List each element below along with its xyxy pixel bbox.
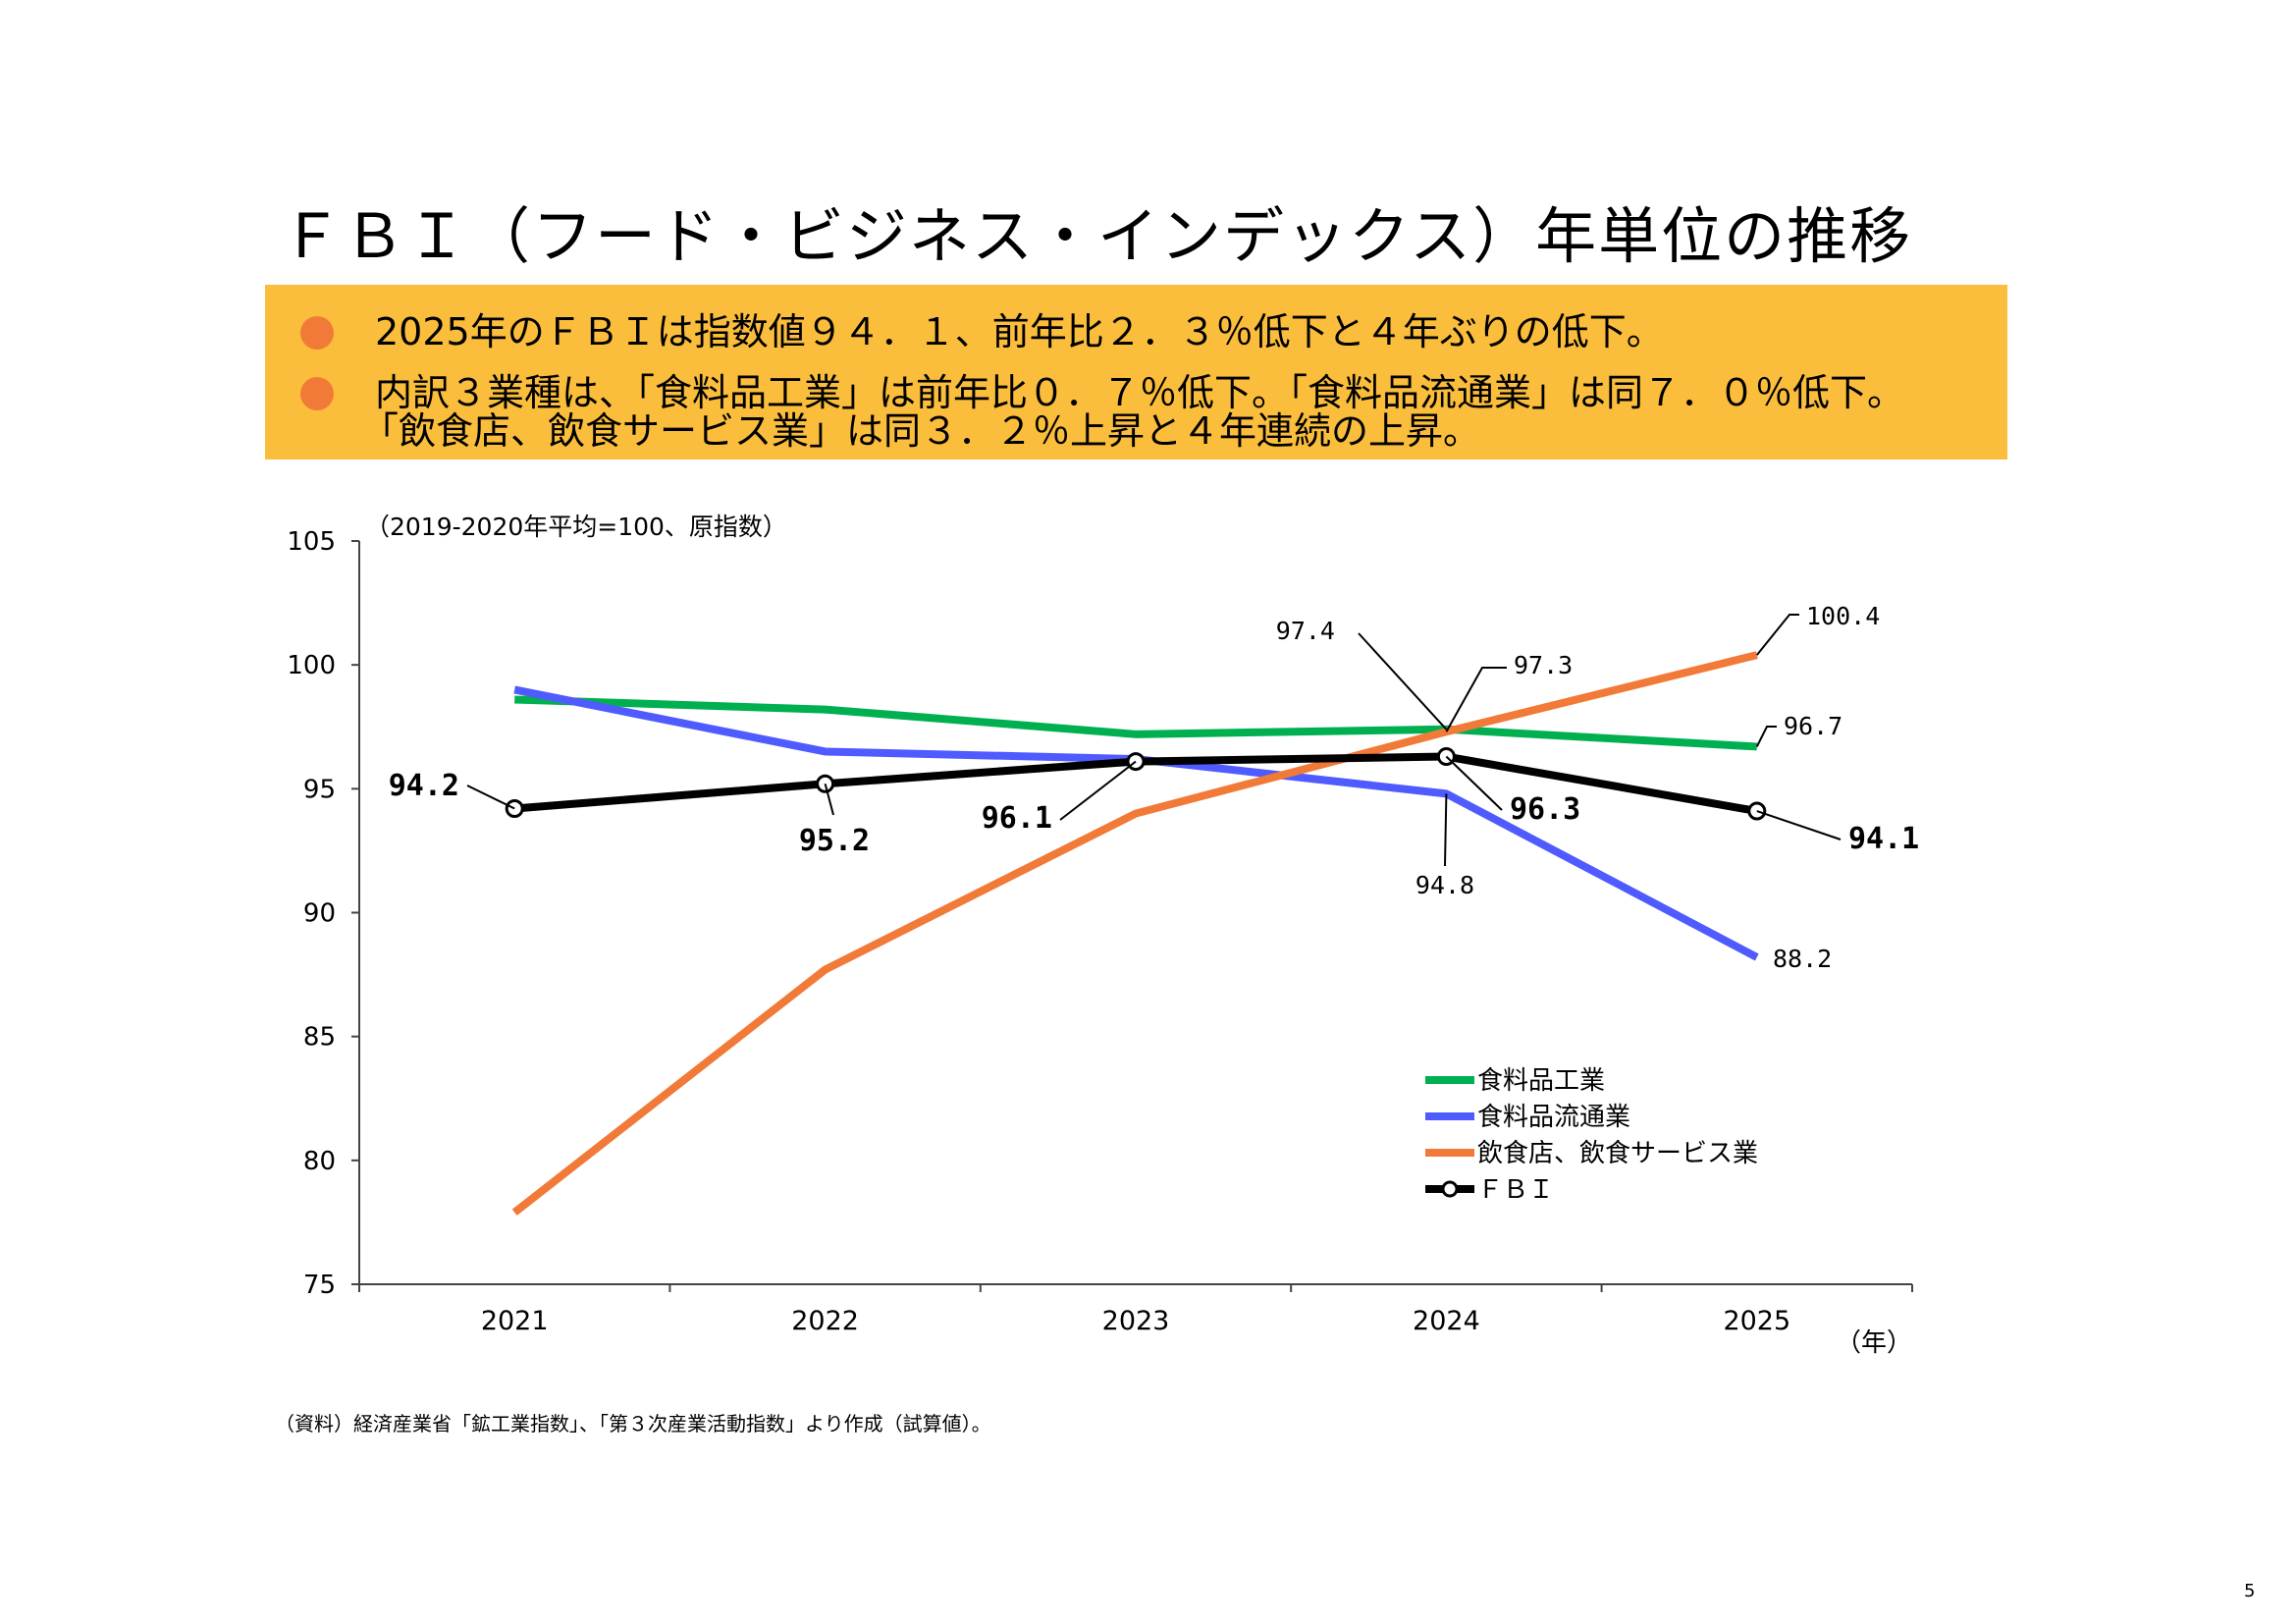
leader-line <box>1445 667 1507 732</box>
x-tick-label: 2023 <box>1102 1306 1170 1336</box>
legend-label: 飲食店、飲食サービス業 <box>1477 1139 1758 1168</box>
y-tick-label: 85 <box>303 1023 336 1053</box>
y-tick-label: 80 <box>303 1147 336 1176</box>
data-label: 95.2 <box>799 824 870 858</box>
data-label: 94.8 <box>1415 871 1474 899</box>
x-tick-label: 2024 <box>1413 1306 1480 1336</box>
summary-line: 「飲食店、飲食サービス業」は同３．２％上昇と４年連続の上昇。 <box>361 409 1481 453</box>
y-axis-note: （2019-2020年平均=100、原指数） <box>365 513 787 541</box>
data-label: 96.7 <box>1784 712 1842 740</box>
y-tick-label: 95 <box>303 775 336 804</box>
legend-marker <box>1441 1180 1459 1198</box>
page-number: 5 <box>2244 1581 2256 1601</box>
legend-label: 食料品工業 <box>1477 1066 1605 1096</box>
source-note: （資料）経済産業省「鉱工業指数」、「第３次産業活動指数」より作成（試算値）。 <box>275 1412 991 1435</box>
data-label: 88.2 <box>1773 945 1832 973</box>
bullet-dot-icon <box>300 316 334 350</box>
data-label: 94.1 <box>1848 822 1919 856</box>
leader-line <box>1756 810 1842 840</box>
data-label: 97.4 <box>1276 617 1335 645</box>
page-title: ＦＢＩ（フード・ビジネス・インデックス）年単位の推移 <box>281 200 1913 272</box>
y-tick-label: 105 <box>287 527 336 557</box>
x-tick-label: 2022 <box>791 1306 859 1336</box>
legend-label: ＦＢＩ <box>1477 1175 1554 1205</box>
x-axis-unit: （年） <box>1836 1328 1912 1358</box>
summary-box: 2025年のＦＢＩは指数値９４．１、前年比２．３％低下と４年ぶりの低下。 内訳３… <box>265 285 2007 460</box>
data-label: 94.2 <box>389 769 459 803</box>
legend-label: 食料品流通業 <box>1477 1103 1630 1132</box>
leader-line <box>1755 726 1777 747</box>
data-label: 96.1 <box>982 801 1052 836</box>
leader-line <box>824 784 834 816</box>
series-line <box>514 695 1758 751</box>
x-tick-label: 2021 <box>481 1306 549 1336</box>
summary-line: 2025年のＦＢＩは指数値９４．１、前年比２．３％低下と４年ぶりの低下。 <box>375 310 1664 353</box>
y-tick-label: 90 <box>303 899 336 929</box>
data-label: 96.3 <box>1510 792 1580 827</box>
data-label: 100.4 <box>1806 602 1880 630</box>
series-line <box>511 651 1758 1216</box>
leader-line <box>1358 632 1448 731</box>
summary-line: 内訳３業種は、「食料品工業」は前年比０．７％低下。「食料品流通業」は同７．０％低… <box>375 371 1905 414</box>
leader-line <box>1444 793 1448 867</box>
leader-line <box>466 785 515 810</box>
y-tick-label: 75 <box>303 1271 336 1300</box>
x-tick-label: 2025 <box>1723 1306 1790 1336</box>
leader-line <box>1756 614 1799 656</box>
leader-line <box>1059 760 1137 821</box>
data-label: 97.3 <box>1514 651 1573 679</box>
y-tick-label: 100 <box>287 651 336 680</box>
bullet-dot-icon <box>300 377 334 410</box>
leader-line <box>1445 755 1503 811</box>
